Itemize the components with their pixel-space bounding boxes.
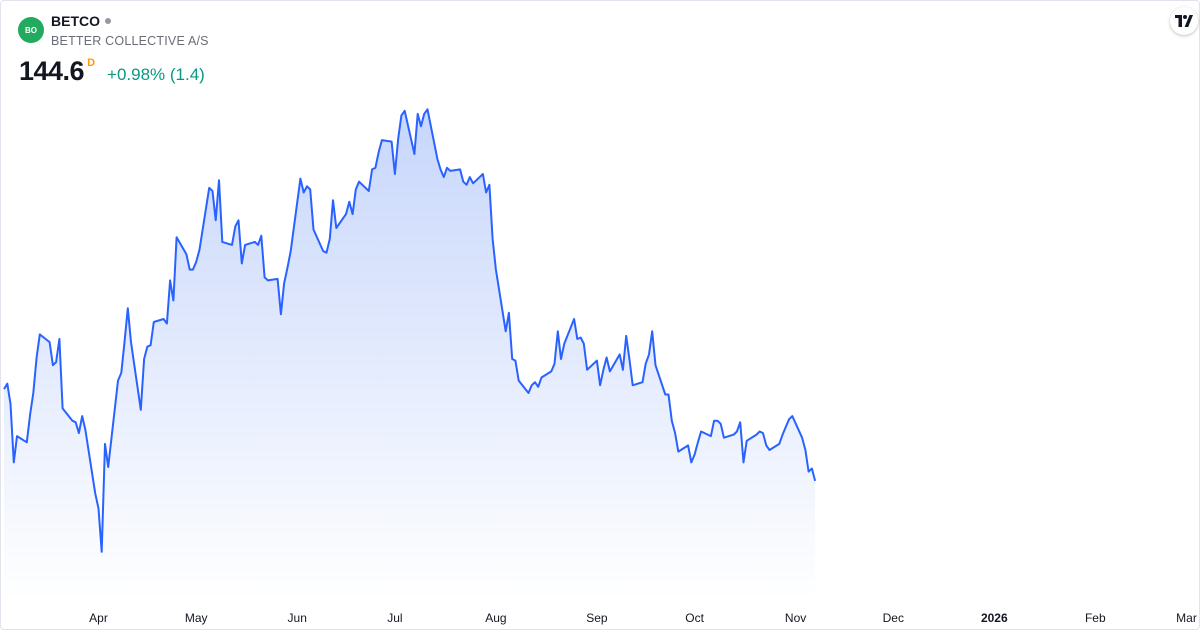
x-tick-label: Jun bbox=[288, 611, 307, 625]
price-flag: D bbox=[87, 57, 96, 69]
last-price: 144.6 bbox=[19, 56, 85, 86]
market-status-dot bbox=[105, 18, 111, 24]
x-tick-label: May bbox=[185, 611, 208, 625]
ticker-symbol[interactable]: BETCO bbox=[51, 13, 100, 29]
price-line bbox=[3, 108, 817, 553]
x-tick-label: Nov bbox=[785, 611, 806, 625]
ticker-row: BETCO bbox=[51, 13, 111, 29]
tradingview-logo-icon[interactable] bbox=[1170, 7, 1198, 35]
price-row: 144.6 D +0.98% (1.4) bbox=[19, 56, 205, 87]
company-logo: BO bbox=[18, 17, 44, 43]
x-tick-label: Mar bbox=[1176, 611, 1197, 625]
company-name: BETTER COLLECTIVE A/S bbox=[51, 34, 209, 48]
x-tick-label: Apr bbox=[89, 611, 108, 625]
x-tick-label: Aug bbox=[485, 611, 506, 625]
x-tick-label: 2026 bbox=[981, 611, 1008, 625]
x-tick-label: Dec bbox=[883, 611, 904, 625]
x-tick-label: Sep bbox=[586, 611, 608, 625]
x-tick-label: Jul bbox=[387, 611, 402, 625]
x-axis: Apr May Jun Jul Aug Sep Oct Nov Dec 2026 Feb Mar bbox=[89, 611, 1197, 625]
x-tick-label: Feb bbox=[1085, 611, 1106, 625]
x-tick-label: Oct bbox=[685, 611, 704, 625]
price-change: +0.98% (1.4) bbox=[107, 65, 205, 84]
price-area-fill bbox=[4, 109, 816, 601]
